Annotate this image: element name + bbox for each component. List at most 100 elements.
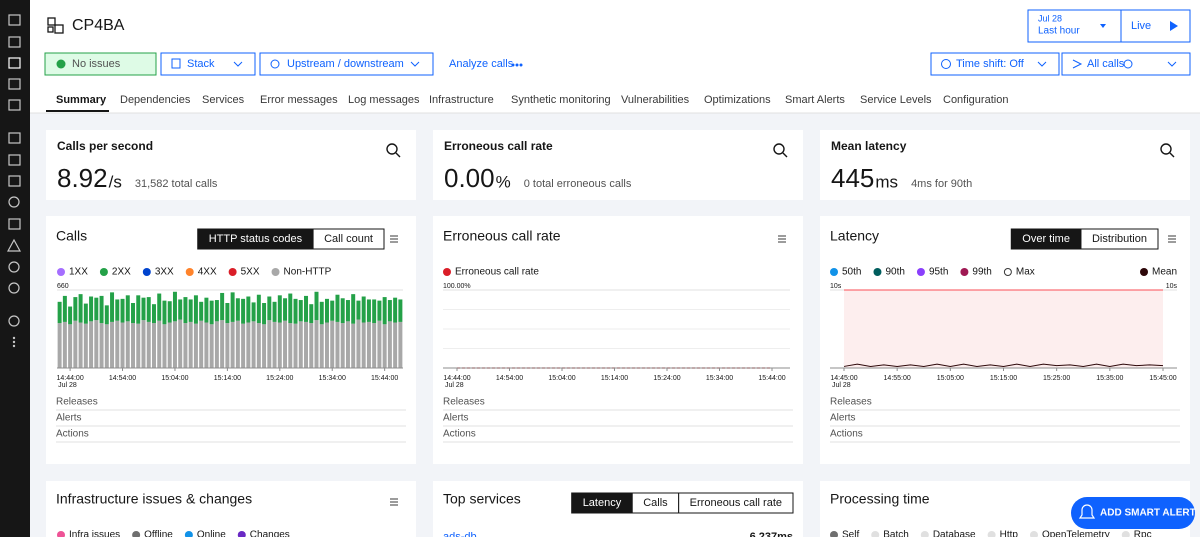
bar-segment [209,324,214,368]
bar-segment [220,320,225,368]
tab[interactable]: Error messages [260,94,338,106]
bar-segment [251,321,256,368]
x-tick-label: 15:05:00 [937,375,964,382]
live-button[interactable] [1120,9,1191,43]
legend-label: Http [1000,530,1019,537]
bar-segment [151,323,156,368]
tab[interactable]: Log messages [348,94,420,106]
direction-filter[interactable] [259,52,434,76]
zoom-icon[interactable] [1160,143,1172,155]
status-label: No issues [72,58,121,70]
bar-segment [209,300,214,325]
status-filter[interactable] [44,52,157,76]
x-tick-label: 15:24:00 [266,375,293,382]
analyze-link[interactable]: Analyze calls [449,58,514,70]
more-icon[interactable] [12,336,16,348]
bar-segment [57,323,62,368]
bar-segment [136,295,141,324]
bar-segment [382,297,387,325]
card-title: Top services [443,491,521,507]
bar-segment [120,298,125,323]
legend-swatch [228,268,237,276]
bar-segment [267,296,272,321]
metric-note: 4ms for 90th [911,178,972,190]
toggle-button[interactable] [678,492,794,514]
nav-icon[interactable] [8,57,21,69]
legend-label: Erroneous call rate [455,267,539,278]
bar-segment [387,300,392,322]
nav-icon[interactable] [8,261,20,273]
legend-label: Self [842,530,859,537]
card [433,216,803,464]
bar-segment [387,321,392,368]
bar-segment [99,295,104,324]
toggle-button[interactable] [312,228,385,250]
smart-alert-button[interactable] [1071,497,1195,529]
toggle-label: Over time [1022,233,1070,245]
tab[interactable]: Smart Alerts [785,94,845,106]
bar-segment [345,300,350,322]
nav-icon[interactable] [8,99,21,111]
bar-segment [157,293,162,321]
bar-segment [277,322,282,368]
bar-segment [304,295,309,322]
tab[interactable]: Synthetic monitoring [511,94,611,106]
tab[interactable]: Summary [56,94,107,106]
service-value: 6,237ms [750,531,793,537]
bar-segment [340,298,345,324]
nav-icon[interactable] [8,36,21,48]
tab[interactable]: Services [202,94,245,106]
service-name[interactable]: ads-db [443,531,477,537]
calls-filter[interactable] [1061,52,1191,76]
legend-label: 50th [842,267,861,278]
bar-segment [214,321,219,368]
legend-swatch [987,531,996,537]
nav-icon[interactable] [8,132,21,144]
nav-icon[interactable] [8,196,20,208]
bar-segment [178,319,183,368]
date-picker[interactable] [1027,9,1122,43]
tab[interactable]: Dependencies [120,94,191,106]
nav-icon[interactable] [6,238,22,252]
zoom-icon[interactable] [773,143,785,155]
bar-segment [398,321,403,368]
nav-icon[interactable] [8,78,21,90]
bar-segment [288,323,293,368]
bar-segment [188,321,193,368]
x-tick-label: 15:24:00 [653,375,680,382]
bar-segment [89,296,94,322]
bar-segment [361,296,366,323]
toggle-button[interactable] [1080,228,1159,250]
tab[interactable]: Infrastructure [429,94,494,106]
legend-swatch [99,268,108,276]
bar-segment [141,297,146,321]
legend-label: Non-HTTP [284,267,332,278]
time-shift-filter[interactable] [930,52,1060,76]
bar-segment [351,323,356,368]
nav-icon[interactable] [8,282,20,294]
legend-label: 90th [885,267,904,278]
bar-segment [131,323,136,368]
stack-filter[interactable] [160,52,256,76]
stack-icon [171,58,181,69]
tab[interactable]: Optimizations [704,94,771,106]
caret [1037,61,1047,67]
tab[interactable]: Vulnerabilities [621,94,690,106]
tab[interactable]: Service Levels [860,94,932,106]
bar-segment [246,322,251,368]
nav-icon[interactable] [8,218,21,230]
nav-icon[interactable] [8,14,21,26]
bar-segment [330,300,335,321]
zoom-icon[interactable] [386,143,398,155]
legend-swatch [916,268,925,276]
bar-segment [131,303,136,324]
bar-segment [57,301,62,324]
tab[interactable]: Configuration [943,94,1008,106]
legend-swatch [184,531,193,537]
caret [1100,24,1106,28]
nav-icon[interactable] [8,154,21,166]
nav-icon[interactable] [8,315,20,327]
legend-swatch [142,268,151,276]
nav-icon[interactable] [8,175,21,187]
